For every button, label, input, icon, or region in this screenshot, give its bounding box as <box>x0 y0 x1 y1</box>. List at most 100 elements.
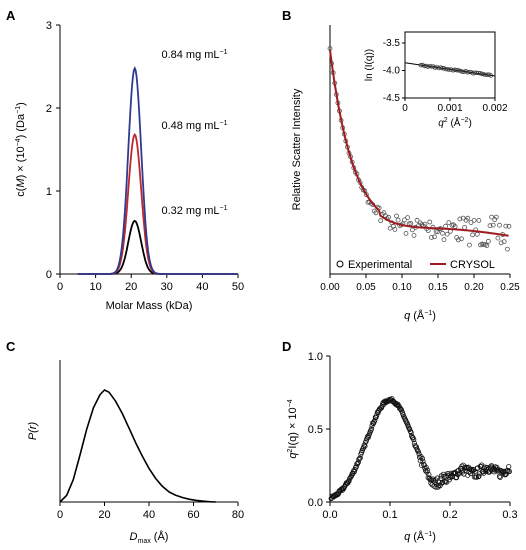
legend-marker-experimental <box>336 260 344 268</box>
kratky-point <box>475 465 481 471</box>
x-tick-label: 30 <box>161 281 173 293</box>
kratky-point <box>397 405 404 412</box>
experimental-point <box>487 223 493 229</box>
experimental-point <box>432 234 437 240</box>
experimental-point <box>495 235 501 241</box>
crysol-line <box>329 49 509 237</box>
inset-x-tick-label: 0 <box>402 103 408 114</box>
experimental-point <box>501 239 507 245</box>
kratky-point <box>403 419 409 425</box>
pr-curve <box>59 389 216 503</box>
y-tick-label: 3 <box>46 20 52 32</box>
experimental-point <box>493 214 499 220</box>
panel-label-b: B <box>282 8 291 23</box>
experimental-point <box>466 242 472 248</box>
inset-x-tick-label: 0.002 <box>482 103 507 114</box>
kratky-point <box>426 471 432 478</box>
y-axis-label: Relative Scatter Intensity <box>291 88 303 210</box>
experimental-point <box>470 232 476 238</box>
experimental-point <box>490 222 496 228</box>
experimental-point <box>443 223 449 229</box>
x-tick-label: 10 <box>89 281 101 293</box>
kratky-point <box>341 484 347 490</box>
kratky-point <box>506 468 512 475</box>
experimental-point <box>373 210 379 216</box>
experimental-point <box>497 222 502 228</box>
experimental-point <box>485 238 491 244</box>
experimental-point <box>503 223 509 229</box>
inset-x-tick-label: 0.001 <box>437 103 462 114</box>
experimental-point <box>504 246 510 252</box>
inset-y-tick-label: -4.0 <box>383 66 401 77</box>
x-axis-label: Molar Mass (kDa) <box>106 300 193 312</box>
kratky-point <box>497 474 503 480</box>
experimental-point <box>465 215 471 221</box>
x-tick-label: 0.25 <box>500 282 520 293</box>
kratky-point <box>361 442 367 448</box>
experimental-point <box>484 243 490 249</box>
experimental-point <box>378 218 384 224</box>
experimental-point <box>394 213 399 219</box>
experimental-point <box>386 214 392 220</box>
experimental-point <box>476 217 482 223</box>
kratky-point <box>453 474 460 481</box>
x-tick-label: 20 <box>98 509 110 521</box>
kratky-point <box>419 455 425 462</box>
x-tick-label: 0 <box>57 281 63 293</box>
kratky-point <box>408 429 414 436</box>
kratky-point <box>422 467 429 474</box>
kratky-point <box>368 426 375 432</box>
experimental-point <box>457 216 463 222</box>
experimental-point <box>489 214 495 220</box>
kratky-point <box>506 463 512 470</box>
experimental-point <box>506 223 512 229</box>
kratky-point <box>475 474 481 480</box>
kratky-point <box>335 491 341 498</box>
experimental-point <box>401 217 407 223</box>
kratky-point <box>352 466 358 473</box>
experimental-point <box>422 221 428 227</box>
concentration-label: 0.84 mg mL−1 <box>161 49 227 61</box>
legend-label-crysol: CRYSOL <box>450 259 495 271</box>
x-tick-label: 0.0 <box>322 509 337 521</box>
kratky-point <box>434 475 441 481</box>
x-tick-label: 0.2 <box>442 509 457 521</box>
y-axis-label: P(r) <box>27 422 39 441</box>
x-tick-label: 50 <box>232 281 244 293</box>
series-line <box>77 65 238 275</box>
x-tick-label: 0.05 <box>356 282 376 293</box>
y-tick-label: 1 <box>46 186 52 198</box>
x-tick-label: 0.10 <box>392 282 412 293</box>
series-line <box>77 219 238 275</box>
concentration-label: 0.32 mg mL−1 <box>161 205 227 217</box>
experimental-point <box>446 220 452 226</box>
experimental-point <box>409 227 415 233</box>
experimental-point <box>433 229 439 234</box>
x-tick-label: 0.1 <box>382 509 397 521</box>
panel-b-chart: 0.00 0.05 0.10 0.15 0.20 0.25 q (Å−1) Relative … <box>291 25 520 322</box>
experimental-point <box>414 217 420 223</box>
experimental-point <box>405 215 411 221</box>
inset-y-axis-label: ln (I(q)) <box>364 49 375 81</box>
kratky-point <box>496 473 503 479</box>
concentration-label: 0.48 mg mL−1 <box>161 120 227 132</box>
kratky-point <box>372 417 378 423</box>
x-tick-label: 0 <box>57 509 63 521</box>
kratky-point <box>411 436 417 443</box>
y-tick-label: 2 <box>46 103 52 115</box>
x-tick-label: 20 <box>125 281 137 293</box>
x-tick-label: 40 <box>196 281 208 293</box>
inset-point <box>467 69 472 75</box>
experimental-point <box>462 225 468 230</box>
experimental-point <box>471 217 477 223</box>
experimental-point <box>411 232 417 238</box>
x-tick-label: 80 <box>232 509 244 521</box>
x-tick-label: 0.00 <box>320 282 340 293</box>
kratky-point <box>353 464 359 470</box>
kratky-point <box>415 449 421 455</box>
y-tick-label: 0.5 <box>308 424 323 436</box>
inset-point <box>456 68 461 73</box>
experimental-point <box>455 237 461 243</box>
experimental-point <box>441 237 447 243</box>
